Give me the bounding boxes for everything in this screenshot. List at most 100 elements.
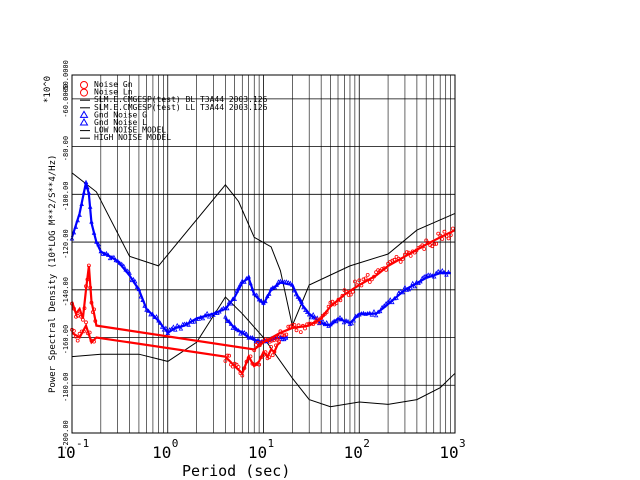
legend-label: LOW NOISE MODEL (94, 126, 166, 135)
data-point (303, 326, 307, 331)
x-tick-base: 10 (439, 443, 458, 462)
data-point (226, 300, 232, 305)
data-point (444, 234, 449, 239)
data-point (369, 277, 374, 282)
data-point (274, 282, 279, 287)
data-point (410, 280, 415, 285)
data-point (246, 274, 251, 279)
data-point (280, 333, 285, 337)
data-point (369, 312, 375, 317)
y-tick-label: -200.00 (62, 420, 70, 450)
data-point (442, 229, 447, 234)
data-point (290, 323, 295, 327)
data-point (339, 317, 345, 322)
data-point (365, 272, 370, 277)
data-point (390, 299, 395, 305)
data-point (418, 279, 423, 284)
data-point (408, 253, 413, 258)
y-tick-label: -180.00 (62, 373, 70, 403)
data-point (123, 267, 128, 272)
data-point (93, 319, 98, 323)
data-point (154, 314, 159, 319)
data-point (305, 322, 310, 327)
data-point (349, 321, 355, 326)
data-point (136, 286, 142, 292)
data-point (252, 348, 257, 353)
data-point (230, 364, 235, 369)
x-tick-base: 10 (248, 443, 267, 462)
data-point (290, 282, 295, 287)
data-point (263, 337, 268, 342)
data-point (324, 320, 329, 325)
data-point (211, 312, 216, 317)
data-point (269, 344, 274, 349)
data-point (234, 362, 239, 367)
data-point (242, 279, 247, 284)
data-point (75, 218, 80, 223)
data-point (317, 320, 322, 325)
data-point (291, 288, 297, 293)
data-point (225, 353, 230, 358)
data-point (357, 278, 362, 283)
data-point (340, 293, 345, 298)
y-axis-label: Power Spectral Density (10*LOG M**2/S**4… (48, 155, 58, 393)
data-point (240, 329, 245, 334)
data-point (309, 321, 314, 326)
data-point (232, 361, 237, 366)
data-point (242, 366, 247, 371)
data-point (432, 242, 437, 247)
data-point (408, 285, 413, 290)
data-point (82, 306, 87, 311)
data-point (412, 284, 417, 289)
data-point (111, 254, 117, 259)
data-point (251, 336, 257, 341)
data-point (87, 330, 92, 335)
data-point (248, 281, 253, 286)
data-point (173, 327, 178, 332)
data-point (351, 318, 356, 323)
data-point (250, 286, 255, 291)
data-point (396, 256, 401, 261)
data-point (255, 340, 260, 345)
data-point (438, 233, 443, 238)
model-curves (71, 172, 456, 408)
data-point (223, 359, 228, 363)
y-tick-label: -100.00 (62, 182, 70, 212)
data-point (328, 321, 333, 327)
data-point (221, 305, 226, 310)
data-point (296, 323, 301, 328)
data-point (387, 297, 393, 302)
data-point (188, 317, 193, 322)
data-point (73, 334, 78, 339)
data-point (414, 279, 419, 284)
data-point (92, 307, 96, 312)
data-point (248, 354, 253, 359)
data-point (293, 292, 299, 297)
data-point (446, 236, 451, 241)
legend-marker-circle (80, 81, 88, 89)
data-point (361, 277, 366, 282)
data-point (345, 318, 351, 324)
legend-label: SLM.E.CMGESP(test) LL T3A44 2003.126 (94, 103, 268, 112)
data-point (232, 324, 237, 329)
data-point (446, 269, 451, 274)
data-point (217, 309, 222, 314)
data-point (295, 294, 301, 299)
data-point (84, 320, 88, 325)
data-point (374, 270, 379, 275)
legend-label: Noise Ln (94, 88, 133, 97)
data-point (266, 291, 272, 296)
data-point (91, 230, 97, 235)
data-point (77, 212, 82, 217)
data-point (398, 259, 403, 264)
data-point (404, 250, 409, 255)
legend-label: Gnd Noise G (94, 110, 147, 119)
data-point (265, 293, 270, 299)
data-point (200, 316, 206, 321)
data-point (301, 305, 306, 310)
data-point (234, 288, 239, 293)
data-point (228, 301, 234, 306)
data-point (252, 362, 257, 367)
data-point (94, 239, 99, 244)
